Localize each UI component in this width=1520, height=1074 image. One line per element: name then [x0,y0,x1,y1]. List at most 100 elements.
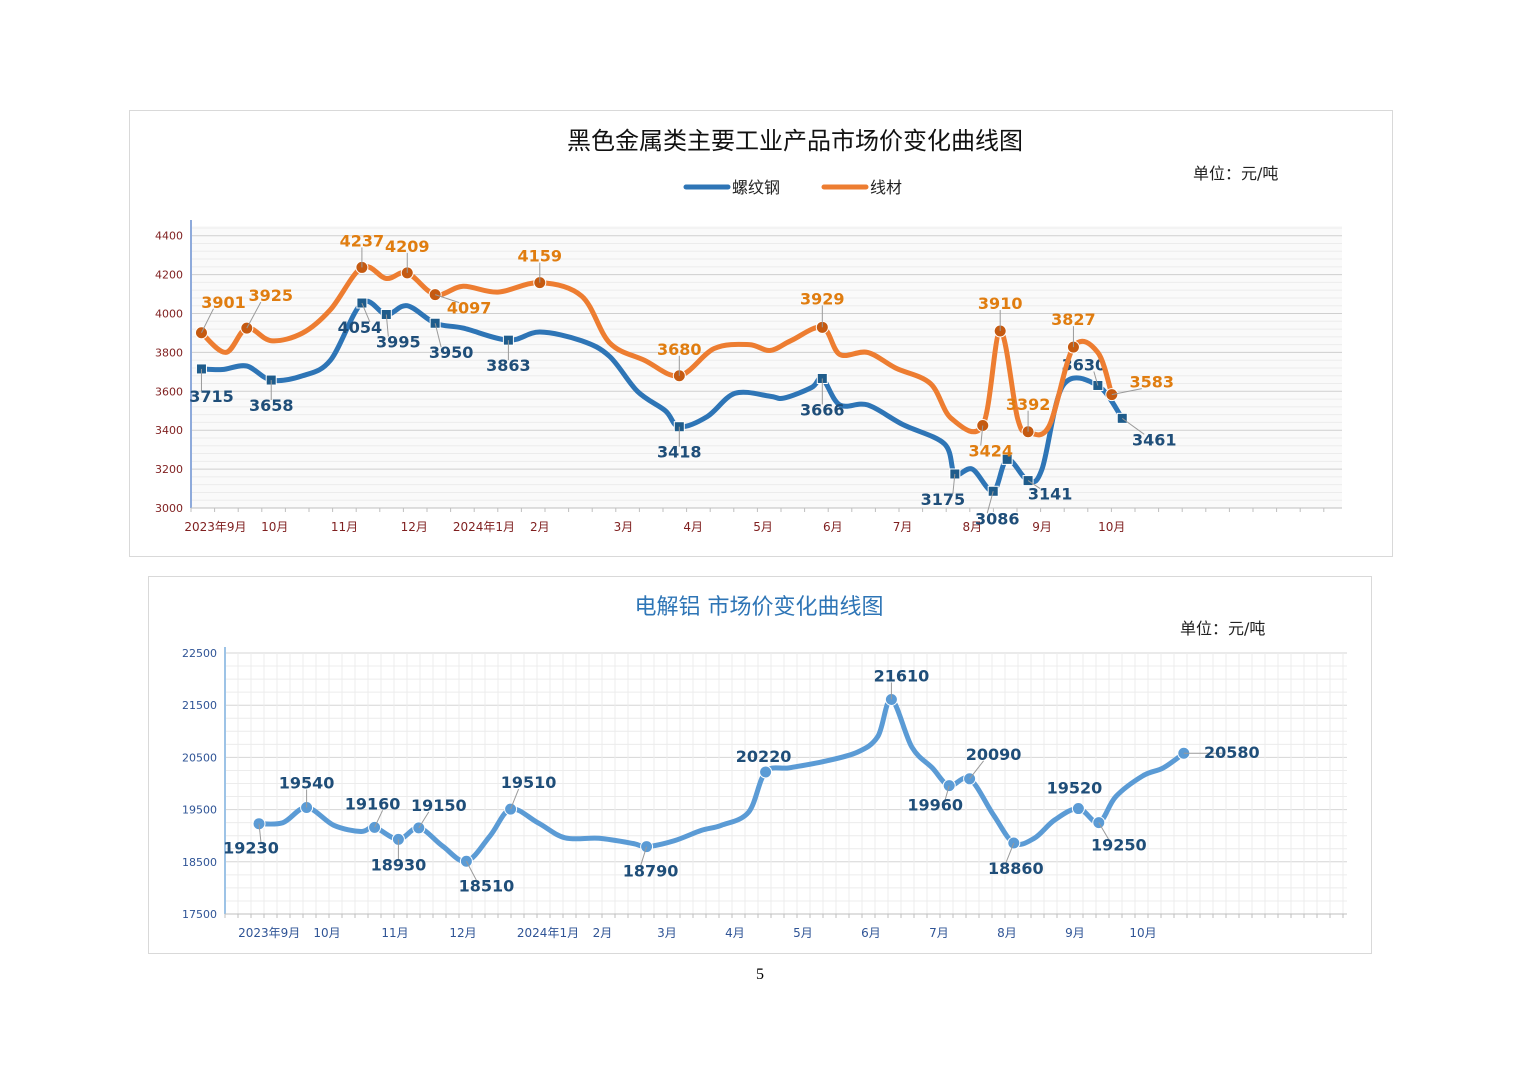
data-label: 19250 [1091,836,1147,855]
data-label: 3901 [201,293,246,312]
x-tick-label: 7月 [929,926,949,940]
data-point [368,820,382,834]
x-tick-label: 2023年9月 [238,926,300,940]
data-label-leader [374,810,384,828]
data-label-leader [1098,822,1110,840]
data-label: 3086 [975,509,1020,528]
y-tick-label: 3200 [155,463,183,476]
data-label: 18860 [988,859,1044,878]
data-label: 4097 [447,299,492,318]
x-tick-label: 3月 [614,520,634,534]
data-label: 3863 [486,356,531,375]
data-label: 19150 [411,796,467,815]
data-point [1022,475,1034,487]
data-label: 19520 [1047,779,1103,798]
x-tick-label: 8月 [962,520,982,534]
y-tick-label: 18500 [182,856,217,869]
data-point [194,326,208,340]
data-label-leader [258,823,262,843]
data-label: 19960 [907,796,963,815]
data-label: 3715 [189,387,234,406]
y-tick-label: 4200 [155,269,183,282]
data-label-leader [385,314,389,337]
data-label-leader [1121,417,1145,435]
aluminum-price-chart: 17500 18500 19500 20500 21500 22500 2023年9月 10月… [148,576,1372,954]
data-label: 3910 [978,294,1023,313]
x-tick-label: 6月 [823,520,843,534]
y-tick-label: 4400 [155,230,183,243]
data-point [1071,802,1085,816]
steel-price-chart-svg: 3000 3200 3400 3600 3800 4000 4200 4400 2023年9月 1… [155,127,1342,534]
x-tick-label: 8月 [997,926,1017,940]
data-label-leader [969,760,984,780]
data-label: 3418 [657,443,702,462]
data-label-leader [434,294,460,304]
data-label-leader [510,788,520,810]
data-label-leader [434,323,442,348]
data-label: 3929 [800,289,845,308]
data-label-leader [246,301,262,329]
y-tick-label: 21500 [182,699,217,712]
data-label: 19510 [501,773,557,792]
steel-price-chart: 3000 3200 3400 3600 3800 4000 4200 4400 2023年9月 1… [129,110,1393,557]
x-tick-label: 4月 [725,926,745,940]
data-label: 3424 [968,442,1013,461]
x-tick-label: 10月 [1129,926,1156,940]
y-tick-label: 20500 [182,751,217,764]
page-number: 5 [756,966,764,983]
data-label: 19540 [279,774,335,793]
data-label: 3995 [376,332,421,351]
data-label: 3175 [921,490,966,509]
data-point [1001,453,1013,465]
data-label: 21610 [874,666,930,685]
data-label: 3950 [429,343,474,362]
data-label-leader [418,811,430,829]
x-tick-label: 12月 [449,926,476,940]
data-label-leader [986,491,994,514]
x-tick-label: 9月 [1032,520,1052,534]
data-label: 3392 [1006,395,1051,414]
unit-label: 单位：元/吨 [1193,164,1278,183]
x-tick-label: 10月 [1098,520,1125,534]
data-point [428,288,442,302]
data-label-leader [640,846,648,866]
y-tick-label: 3000 [155,502,183,515]
data-label: 3630 [1062,355,1107,374]
data-label-leader [201,308,214,333]
data-label: 3461 [1132,430,1177,449]
data-label: 4054 [338,318,383,337]
x-tick-label: 2023年9月 [184,520,246,534]
x-tick-label: 9月 [1065,926,1085,940]
y-tick-label: 4000 [155,308,183,321]
data-label: 19160 [345,794,401,813]
legend-label: 线材 [870,178,902,197]
data-label: 19230 [223,839,279,858]
y-tick-label: 3400 [155,424,183,437]
data-label: 3141 [1028,485,1073,504]
y-tick-label: 17500 [182,908,217,921]
data-label: 18510 [459,876,515,895]
data-label: 3680 [657,340,702,359]
data-label-leader [1111,388,1142,396]
data-label: 4209 [385,237,430,256]
x-tick-label: 10月 [261,520,288,534]
data-label: 4237 [340,231,385,250]
x-tick-label: 2024年1月 [517,926,579,940]
data-label: 20220 [736,747,792,766]
x-tick-label: 5月 [793,926,813,940]
data-label-leader [465,861,477,881]
data-label-leader [1005,842,1015,864]
x-tick-label: 6月 [861,926,881,940]
data-label: 3666 [800,400,845,419]
y-tick-label: 3800 [155,346,183,359]
x-tick-label: 2月 [593,926,613,940]
data-label: 18930 [371,855,427,874]
x-tick-label: 7月 [893,520,913,534]
data-label-leader [361,302,371,323]
data-label-leader [980,425,984,446]
unit-label: 单位：元/吨 [1180,619,1265,638]
x-tick-label: 3月 [657,926,677,940]
x-tick-label: 10月 [313,926,340,940]
x-tick-label: 5月 [753,520,773,534]
x-tick-label: 11月 [381,926,408,940]
